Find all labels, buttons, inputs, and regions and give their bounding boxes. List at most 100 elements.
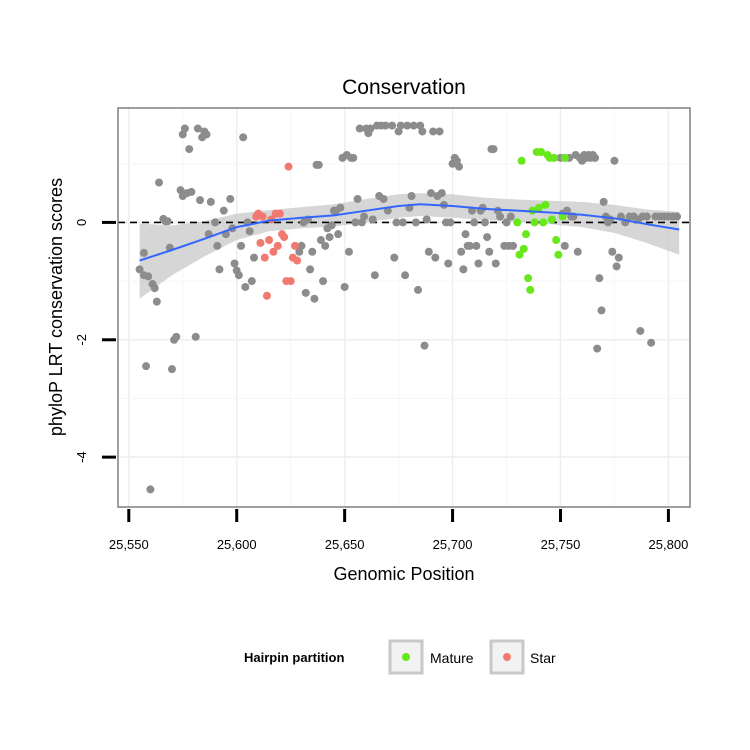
data-point-star — [280, 233, 289, 242]
data-point-mature — [534, 203, 543, 212]
data-point-other — [612, 262, 621, 271]
data-point-mature — [515, 250, 524, 259]
smooth-curve — [139, 203, 680, 262]
data-point-other — [398, 218, 407, 227]
data-point-other — [597, 306, 606, 315]
data-point-other — [314, 160, 323, 169]
legend-item-star: Star — [489, 639, 556, 675]
data-point-other — [489, 145, 498, 154]
data-point-other — [146, 485, 155, 494]
data-point-other — [306, 265, 315, 274]
data-point-other — [403, 121, 412, 130]
data-point-other — [465, 241, 474, 250]
data-point-other — [340, 282, 349, 291]
data-point-mature — [521, 230, 530, 239]
data-point-star — [284, 162, 293, 171]
data-point-other — [560, 241, 569, 250]
legend-item-mature: Mature — [388, 639, 474, 675]
data-point-other — [647, 338, 656, 347]
plot-background — [118, 108, 690, 507]
data-point-other — [325, 233, 334, 242]
data-point-other — [474, 259, 483, 268]
data-point-other — [245, 227, 254, 236]
data-point-other — [392, 218, 401, 227]
y-axis-title: phyloP LRT conservation scores — [46, 178, 66, 436]
data-point-mature — [552, 236, 561, 245]
data-point-other — [355, 124, 364, 133]
x-tick-label: 25,700 — [433, 537, 473, 552]
data-point-other — [444, 259, 453, 268]
data-point-other — [636, 326, 645, 335]
data-point-other — [573, 247, 582, 256]
data-point-star — [262, 291, 271, 300]
y-tick-label: -4 — [74, 451, 89, 463]
data-point-other — [459, 265, 468, 274]
data-point-other — [202, 130, 211, 139]
data-point-other — [360, 212, 369, 221]
data-point-other — [370, 271, 379, 280]
data-point-other — [353, 194, 362, 203]
legend-key-star — [489, 639, 525, 675]
data-point-star — [273, 241, 282, 250]
y-axis: -4 -2 0 — [74, 219, 116, 463]
data-point-other — [196, 196, 205, 205]
data-point-other — [502, 218, 511, 227]
data-point-other — [234, 271, 243, 280]
data-point-other — [310, 294, 319, 303]
data-point-other — [614, 253, 623, 262]
data-point-other — [241, 282, 250, 291]
data-point-other — [211, 218, 220, 227]
data-point-other — [409, 121, 418, 130]
data-point-other — [230, 259, 239, 268]
data-point-star — [286, 277, 295, 286]
data-point-mature — [554, 250, 563, 259]
data-point-other — [321, 241, 330, 250]
data-point-other — [610, 156, 619, 165]
data-point-other — [366, 124, 375, 133]
data-point-mature — [547, 215, 556, 224]
data-point-mature — [541, 200, 550, 209]
data-point-other — [431, 253, 440, 262]
x-tick-label: 25,550 — [109, 537, 149, 552]
data-point-other — [319, 277, 328, 286]
data-point-other — [334, 230, 343, 239]
data-point-other — [461, 230, 470, 239]
data-point-other — [206, 197, 215, 206]
data-point-other — [472, 241, 481, 250]
data-point-other — [213, 241, 222, 250]
data-point-other — [187, 187, 196, 196]
data-point-other — [446, 218, 455, 227]
data-point-star — [256, 238, 265, 247]
data-point-other — [457, 247, 466, 256]
data-point-star — [275, 209, 284, 218]
data-point-other — [301, 288, 310, 297]
data-point-other — [308, 247, 317, 256]
data-point-other — [152, 297, 161, 306]
data-point-other — [455, 162, 464, 171]
data-point-other — [142, 362, 151, 371]
data-point-other — [388, 121, 397, 130]
data-point-other — [480, 218, 489, 227]
data-point-other — [155, 178, 164, 187]
data-point-other — [422, 215, 431, 224]
data-point-other — [327, 221, 336, 230]
data-point-star — [265, 236, 274, 245]
data-point-other — [180, 124, 189, 133]
data-point-other — [381, 121, 390, 130]
data-point-other — [591, 153, 600, 162]
data-point-other — [219, 206, 228, 215]
data-point-other — [401, 271, 410, 280]
data-point-other — [429, 127, 438, 136]
data-point-other — [673, 212, 682, 221]
data-point-other — [215, 265, 224, 274]
data-point-mature — [537, 148, 546, 157]
legend-dot-star — [503, 653, 511, 661]
data-point-other — [135, 265, 144, 274]
data-point-other — [163, 217, 172, 226]
data-point-other — [491, 259, 500, 268]
data-point-star — [293, 256, 302, 265]
data-point-other — [226, 194, 235, 203]
data-point-other — [418, 127, 427, 136]
data-point-mature — [558, 212, 567, 221]
